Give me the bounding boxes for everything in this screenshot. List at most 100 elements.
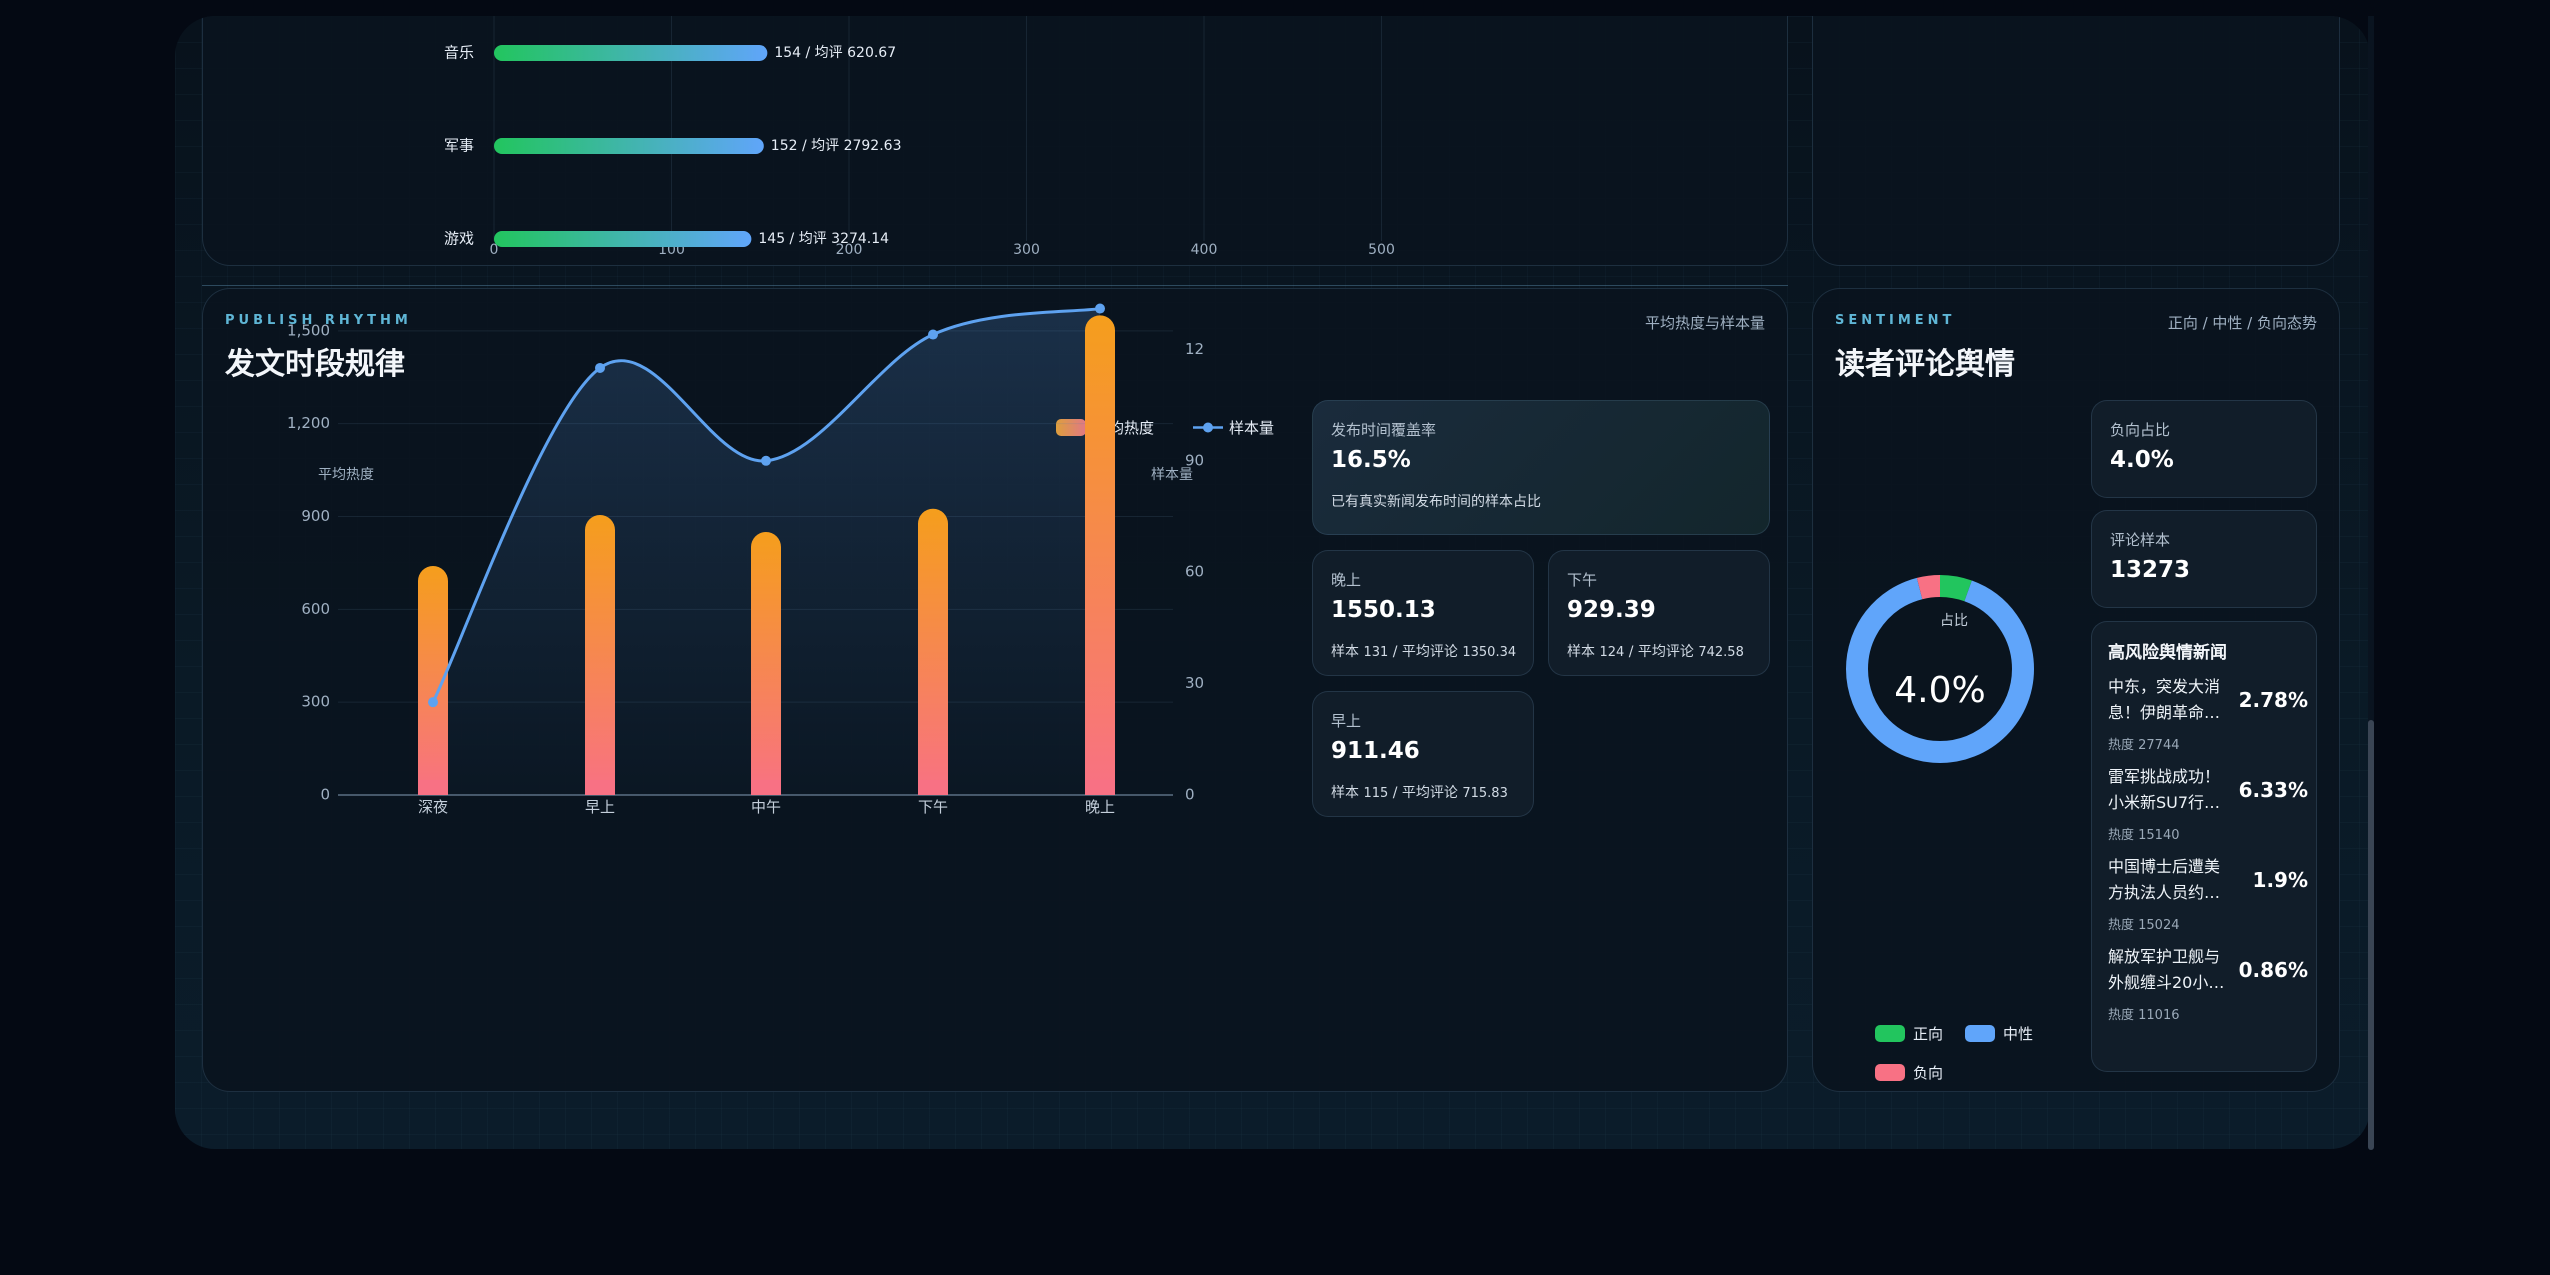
sample-point[interactable] bbox=[928, 329, 938, 340]
y-tick-label: 1,200 bbox=[287, 414, 330, 432]
sample-point[interactable] bbox=[761, 455, 771, 466]
x-category-label: 早上 bbox=[585, 798, 615, 816]
card-sub: 样本 131 / 平均评论 1350.34 bbox=[1331, 644, 1517, 660]
category-bar[interactable] bbox=[494, 138, 764, 154]
x-tick-label: 500 bbox=[1368, 242, 1395, 258]
risk-news-heat: 热度 11016 bbox=[2108, 1008, 2180, 1023]
negative-swatch-icon bbox=[1875, 1064, 1905, 1081]
sample-point[interactable] bbox=[428, 697, 438, 708]
panel-eyebrow: PUBLISH RHYTHM bbox=[225, 313, 412, 328]
x-tick-label: 400 bbox=[1191, 242, 1218, 258]
risk-news-title: 雷军挑战成功！小米新SU7行… bbox=[2108, 767, 2221, 812]
legend-positive[interactable]: 正向 bbox=[1875, 1023, 1943, 1044]
donut-segment[interactable] bbox=[1846, 575, 2034, 763]
card-label: 评论样本 bbox=[2110, 531, 2171, 549]
sentiment-donut-chart: 占比 4.0% bbox=[1846, 575, 2034, 763]
donut-caption: 占比 bbox=[1940, 613, 1968, 629]
card-desc: 已有真实新闻发布时间的样本占比 bbox=[1331, 494, 1541, 510]
legend-negative[interactable]: 负向 bbox=[1875, 1062, 1943, 1083]
x-tick-label: 0 bbox=[490, 242, 499, 258]
positive-swatch-icon bbox=[1875, 1025, 1905, 1042]
y-tick-label: 1,500 bbox=[287, 321, 330, 339]
panel-title: 发文时段规律 bbox=[225, 347, 405, 382]
legend-sample-count[interactable]: 样本量 bbox=[1193, 417, 1274, 438]
evening-card: 晚上 1550.13 样本 131 / 平均评论 1350.34 bbox=[1312, 550, 1534, 676]
heat-bar-base bbox=[418, 780, 448, 795]
section-divider bbox=[202, 285, 1788, 286]
scrollbar-thumb[interactable] bbox=[2368, 720, 2374, 1150]
y2-tick-label: 60 bbox=[1185, 563, 1203, 581]
heat-bar-base bbox=[1085, 780, 1115, 795]
panel-eyebrow: SENTIMENT bbox=[1835, 313, 1956, 328]
sample-line bbox=[431, 307, 1101, 703]
risk-news-card: 高风险舆情新闻 中东，突发大消息！伊朗革命… 2.78% 热度 27744 雷军… bbox=[2091, 621, 2317, 1072]
x-category-label: 中午 bbox=[751, 798, 781, 816]
heat-bar[interactable] bbox=[751, 531, 781, 795]
card-sub: 样本 124 / 平均评论 742.58 bbox=[1567, 644, 1744, 660]
legend-label: 负向 bbox=[1913, 1064, 1944, 1082]
category-label: 音乐 bbox=[444, 44, 474, 62]
card-value: 911.46 bbox=[1331, 738, 1420, 764]
risk-news-heat: 热度 15140 bbox=[2108, 828, 2180, 843]
coverage-card: 发布时间覆盖率 16.5% 已有真实新闻发布时间的样本占比 bbox=[1312, 400, 1770, 535]
card-value: 929.39 bbox=[1567, 597, 1656, 623]
risk-card-title: 高风险舆情新闻 bbox=[2108, 643, 2227, 663]
neutral-swatch-icon bbox=[1965, 1025, 1995, 1042]
afternoon-card: 下午 929.39 样本 124 / 平均评论 742.58 bbox=[1548, 550, 1770, 676]
y-axis-label: 平均热度 bbox=[318, 467, 374, 483]
risk-news-title: 中国博士后遭美方执法人员约… bbox=[2108, 857, 2221, 902]
heat-bar[interactable] bbox=[418, 566, 448, 795]
risk-news-heat: 热度 27744 bbox=[2108, 738, 2180, 753]
scrollbar-track[interactable] bbox=[2368, 16, 2374, 1149]
y-tick-label: 600 bbox=[301, 600, 330, 618]
y-tick-label: 300 bbox=[301, 693, 330, 711]
panel-title: 读者评论舆情 bbox=[1835, 347, 2015, 382]
sentiment-panel: SENTIMENT 读者评论舆情 正向 / 中性 / 负向态势 占比 4.0% … bbox=[1812, 288, 2340, 1092]
y-tick-label: 0 bbox=[320, 786, 330, 804]
comment-sample-card: 评论样本 13273 bbox=[2091, 510, 2317, 608]
donut-segment[interactable] bbox=[1846, 575, 2034, 763]
legend-neutral[interactable]: 中性 bbox=[1965, 1023, 2033, 1044]
publish-rhythm-panel: PUBLISH RHYTHM 发文时段规律 平均热度与样本量 平均热度 样本量 bbox=[202, 288, 1788, 1092]
heat-bar[interactable] bbox=[585, 514, 615, 795]
top-right-panel bbox=[1812, 16, 2340, 266]
legend-label: 样本量 bbox=[1229, 419, 1275, 437]
bar-value-label: 154 / 均评 620.67 bbox=[774, 45, 896, 61]
bar-value-label: 152 / 均评 2792.63 bbox=[771, 138, 902, 154]
risk-news-title: 解放军护卫舰与外舰缠斗20小… bbox=[2108, 947, 2225, 992]
dashboard-window: 0 100 200 300 400 500 音乐 154 / 均评 620.67 军事 152 … bbox=[175, 16, 2370, 1149]
risk-news-pct: 6.33% bbox=[2238, 778, 2308, 802]
panel-note: 平均热度与样本量 bbox=[1644, 314, 1765, 332]
sample-point[interactable] bbox=[595, 362, 605, 373]
heat-bar-base bbox=[918, 780, 948, 795]
card-value: 16.5% bbox=[1331, 447, 1411, 473]
risk-news-pct: 2.78% bbox=[2238, 688, 2308, 712]
card-value: 13273 bbox=[2110, 557, 2191, 583]
line-marker-icon bbox=[1193, 422, 1223, 433]
category-bar[interactable] bbox=[494, 45, 768, 61]
donut-center-value: 4.0% bbox=[1894, 670, 1985, 711]
heat-bar-base bbox=[585, 780, 615, 795]
risk-news-pct: 1.9% bbox=[2252, 868, 2308, 892]
morning-card: 早上 911.46 样本 115 / 平均评论 715.83 bbox=[1312, 691, 1534, 817]
negative-ratio-card: 负向占比 4.0% bbox=[2091, 400, 2317, 498]
heat-bar[interactable] bbox=[918, 508, 948, 795]
y2-axis-label: 样本量 bbox=[1151, 467, 1193, 483]
y2-tick-label: 30 bbox=[1185, 674, 1203, 692]
card-label: 负向占比 bbox=[2110, 421, 2171, 439]
heat-bar-base bbox=[751, 780, 781, 795]
card-label: 下午 bbox=[1567, 571, 1598, 589]
y-tick-label: 900 bbox=[301, 507, 330, 525]
y2-tick-label: 0 bbox=[1185, 786, 1195, 804]
heat-bar[interactable] bbox=[1085, 315, 1115, 795]
x-category-label: 下午 bbox=[918, 798, 948, 816]
category-bar[interactable] bbox=[494, 231, 752, 247]
x-category-label: 晚上 bbox=[1085, 798, 1115, 816]
legend-label: 中性 bbox=[2003, 1025, 2034, 1043]
card-value: 4.0% bbox=[2110, 447, 2174, 473]
publish-rhythm-chart: 平均热度 样本量 03006009001,2001,5001,800030609… bbox=[287, 303, 1203, 816]
sample-point[interactable] bbox=[1095, 303, 1105, 314]
donut-hole bbox=[1869, 598, 2011, 740]
panel-note: 正向 / 中性 / 负向态势 bbox=[2167, 314, 2317, 332]
